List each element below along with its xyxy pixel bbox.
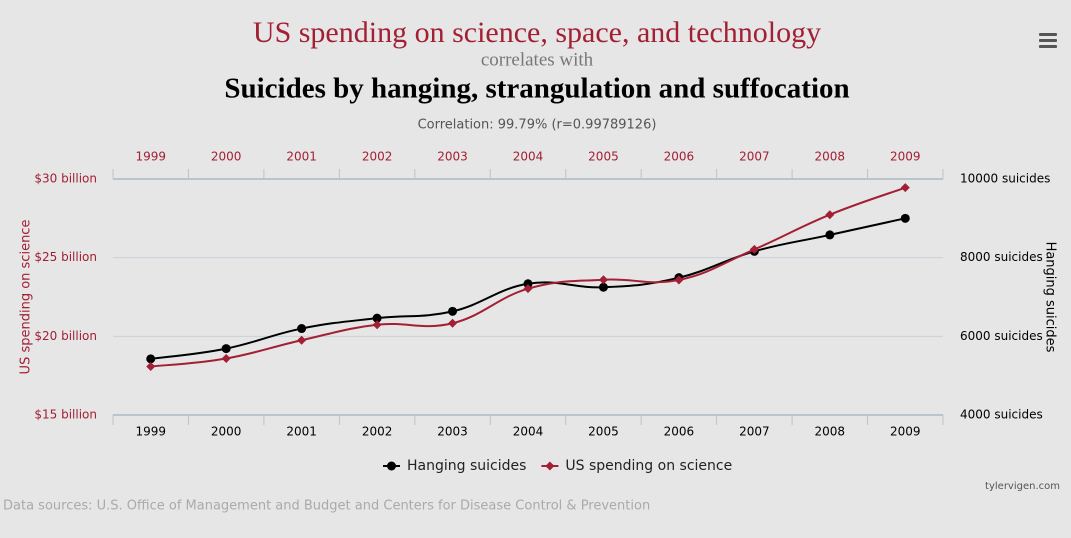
data-point bbox=[598, 275, 608, 285]
y-axis-title: US spending on science bbox=[19, 220, 34, 375]
y2-axis-title: Hanging suicides bbox=[1043, 242, 1058, 353]
legend-item[interactable]: Hanging suicides bbox=[383, 458, 526, 474]
y2-tick-label: 10000 suicides bbox=[960, 172, 1050, 186]
y2-tick-label: 8000 suicides bbox=[960, 250, 1043, 264]
data-point bbox=[221, 353, 231, 363]
data-point bbox=[297, 324, 307, 334]
y2-tick-label: 4000 suicides bbox=[960, 408, 1043, 422]
data-point bbox=[372, 313, 382, 323]
data-point bbox=[297, 335, 307, 345]
x-tick-label: 2006 bbox=[664, 425, 695, 439]
x-tick-label-top: 2005 bbox=[588, 150, 619, 164]
data-point bbox=[674, 275, 684, 285]
y2-tick-label: 6000 suicides bbox=[960, 329, 1043, 343]
x-tick-label-top: 2003 bbox=[437, 150, 468, 164]
data-point bbox=[825, 230, 835, 240]
data-point bbox=[523, 279, 533, 289]
x-tick-label: 2005 bbox=[588, 425, 619, 439]
data-point bbox=[900, 183, 910, 193]
x-tick-label-top: 2002 bbox=[362, 150, 393, 164]
x-tick-label: 2004 bbox=[513, 425, 544, 439]
x-tick-label: 2007 bbox=[739, 425, 770, 439]
x-tick-label: 2008 bbox=[815, 425, 846, 439]
legend-marker bbox=[387, 461, 396, 471]
x-tick-label-top: 2006 bbox=[664, 150, 695, 164]
data-point bbox=[221, 344, 231, 354]
y-tick-label: $15 billion bbox=[34, 408, 97, 422]
data-point bbox=[749, 244, 759, 254]
x-tick-label-top: 2001 bbox=[286, 150, 317, 164]
x-tick-label: 1999 bbox=[135, 425, 166, 439]
legend-label: Hanging suicides bbox=[407, 458, 526, 474]
source: Data sources: U.S. Office of Management … bbox=[3, 499, 650, 514]
data-point bbox=[372, 320, 382, 330]
x-tick-label-top: 2007 bbox=[739, 150, 770, 164]
data-point bbox=[448, 318, 458, 328]
data-point bbox=[900, 213, 910, 223]
menu-icon[interactable] bbox=[1039, 33, 1057, 48]
x-tick-label-top: 1999 bbox=[135, 150, 166, 164]
legend-marker bbox=[545, 461, 555, 471]
legend-label: US spending on science bbox=[565, 458, 732, 474]
x-tick-label: 2003 bbox=[437, 425, 468, 439]
chart-subtitle: correlates with bbox=[481, 49, 594, 70]
data-point bbox=[146, 354, 156, 364]
x-tick-label: 2001 bbox=[286, 425, 317, 439]
data-point bbox=[146, 362, 156, 372]
x-tick-label: 2002 bbox=[362, 425, 393, 439]
data-point bbox=[523, 284, 533, 294]
y-tick-label: $25 billion bbox=[34, 250, 97, 264]
y-tick-label: $30 billion bbox=[34, 172, 97, 186]
x-tick-label-top: 2008 bbox=[815, 150, 846, 164]
data-point bbox=[448, 306, 458, 316]
legend-item[interactable]: US spending on science bbox=[541, 458, 732, 474]
x-tick-label-top: 2009 bbox=[890, 150, 921, 164]
data-point bbox=[598, 282, 608, 292]
x-tick-label: 2000 bbox=[211, 425, 242, 439]
x-tick-label-top: 2000 bbox=[211, 150, 242, 164]
y-tick-label: $20 billion bbox=[34, 329, 97, 343]
correlation: Correlation: 99.79% (r=0.99789126) bbox=[418, 118, 657, 133]
x-tick-label-top: 2004 bbox=[513, 150, 544, 164]
credit[interactable]: tylervigen.com bbox=[985, 481, 1060, 492]
chart-title: US spending on science, space, and techn… bbox=[253, 16, 821, 49]
data-point bbox=[825, 210, 835, 220]
chart-title-2: Suicides by hanging, strangulation and s… bbox=[224, 73, 849, 105]
x-tick-label: 2009 bbox=[890, 425, 921, 439]
